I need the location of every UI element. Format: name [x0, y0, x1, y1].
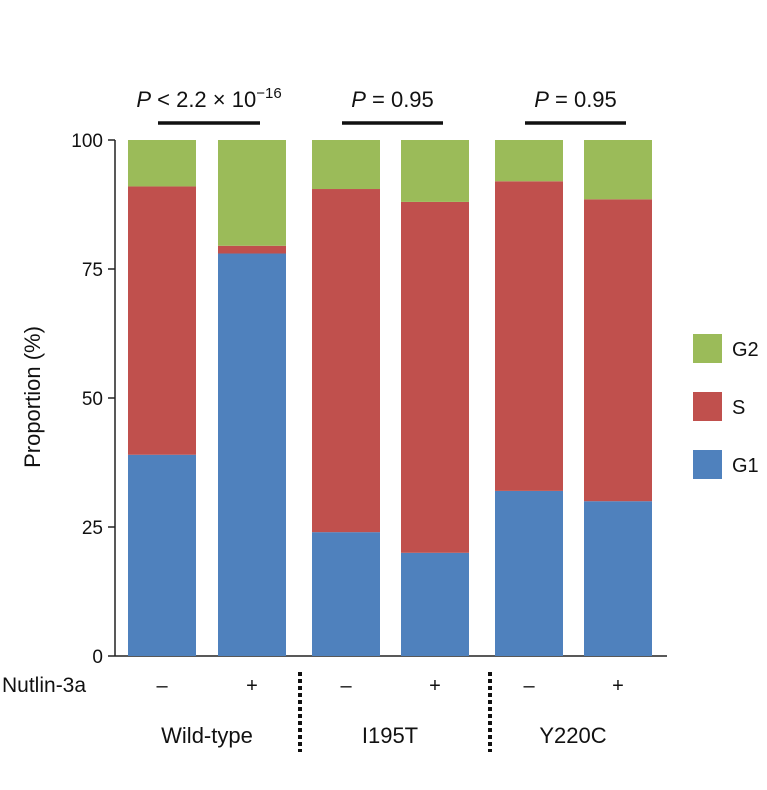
y-tick-label: 0: [92, 647, 103, 668]
bar-segment-g1: [128, 454, 196, 656]
treatment-labels: – + – + – +: [156, 675, 623, 697]
group-separators: [298, 672, 492, 752]
p-value-label: P = 0.95: [534, 87, 617, 112]
treatment-label: +: [246, 675, 258, 697]
bar-segment-g2: [401, 140, 469, 202]
legend-label: G2: [732, 339, 759, 361]
bar-segment-s: [401, 201, 469, 553]
bar-segment-g2: [312, 140, 380, 190]
bar-segment-s: [312, 189, 380, 533]
p-value-label: P < 2.2 × 10−16: [136, 85, 281, 112]
y-axis-title: Proportion (%): [20, 326, 45, 468]
y-tick-label: 25: [82, 518, 103, 539]
bar-segment-s: [128, 186, 196, 455]
bars: [128, 140, 652, 656]
legend-swatch-g1: [693, 450, 722, 479]
bar-segment-g2: [495, 140, 563, 182]
p-value-annotations: P < 2.2 × 10−16 P = 0.95 P = 0.95: [136, 85, 626, 125]
legend-label: G1: [732, 455, 759, 477]
legend-swatch-s: [693, 392, 722, 421]
legend-swatch-g2: [693, 334, 722, 363]
group-label: Y220C: [539, 723, 606, 748]
treatment-label: –: [340, 675, 352, 697]
bar-segment-s: [584, 199, 652, 502]
bar-segment-g1: [584, 501, 652, 656]
treatment-label: –: [523, 675, 535, 697]
bar-segment-g2: [584, 140, 652, 200]
group-label: Wild-type: [161, 723, 253, 748]
bar-segment-g1: [401, 552, 469, 656]
treatment-label: +: [612, 675, 624, 697]
bar-segment-g1: [218, 253, 286, 656]
legend: G2 S G1: [693, 334, 759, 479]
group-labels: Wild-type I195T Y220C: [161, 723, 607, 748]
bar-segment-g1: [312, 532, 380, 656]
bar-segment-g2: [128, 140, 196, 187]
treatment-label: +: [429, 675, 441, 697]
bar-segment-s: [495, 181, 563, 491]
y-tick-label: 50: [82, 389, 103, 410]
bar-segment-s: [218, 245, 286, 254]
p-value-label: P = 0.95: [351, 87, 434, 112]
treatment-label: –: [156, 675, 168, 697]
bar-segment-g1: [495, 490, 563, 656]
y-tick-label: 100: [71, 131, 103, 152]
group-label: I195T: [362, 723, 418, 748]
y-ticks: 0 25 50 75 100: [71, 131, 115, 668]
bar-segment-g2: [218, 140, 286, 246]
legend-label: S: [732, 397, 745, 419]
nutlin-row-label: Nutlin-3a: [2, 674, 86, 697]
y-tick-label: 75: [82, 260, 103, 281]
